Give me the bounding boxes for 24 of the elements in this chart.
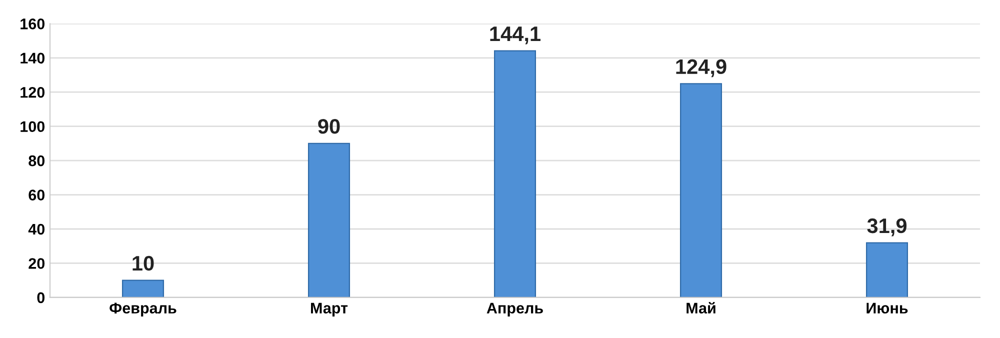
- bar: [308, 142, 350, 298]
- x-tick-label: Апрель: [486, 302, 543, 317]
- data-label: 124,9: [676, 59, 726, 78]
- y-tick-label: 40: [28, 224, 45, 235]
- x-tick-label: Июнь: [866, 302, 908, 314]
- data-label: 90: [318, 119, 340, 134]
- y-tick-label: 0: [37, 292, 45, 304]
- data-label: 31,9: [867, 218, 907, 236]
- x-tick-label: Май: [686, 302, 716, 314]
- bar: [680, 83, 722, 298]
- bar: [122, 280, 164, 298]
- x-tick-label: Февраль: [110, 302, 176, 317]
- data-label: 144,1: [490, 26, 540, 44]
- x-tick-label: Март: [311, 302, 348, 317]
- y-tick-label: 80: [28, 155, 45, 166]
- y-tick-label: 20: [28, 258, 45, 269]
- y-tick-label: 140: [20, 52, 45, 64]
- y-tick-label: 100: [20, 121, 45, 132]
- y-tick-label: 120: [20, 86, 45, 98]
- y-tick-label: 160: [20, 18, 45, 30]
- y-tick-label: 60: [28, 190, 45, 200]
- bar: [494, 50, 536, 298]
- bar: [866, 242, 908, 298]
- data-label: 10: [132, 256, 154, 271]
